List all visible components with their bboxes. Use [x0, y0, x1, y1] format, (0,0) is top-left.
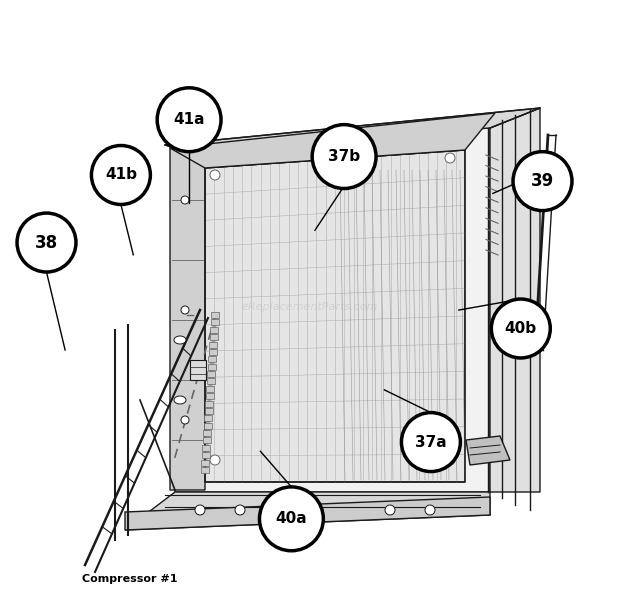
Polygon shape: [490, 108, 540, 492]
Text: 38: 38: [35, 233, 58, 252]
Circle shape: [210, 170, 220, 180]
Text: 39: 39: [531, 172, 554, 190]
Circle shape: [181, 416, 189, 424]
Polygon shape: [125, 497, 490, 530]
Text: 40b: 40b: [505, 321, 537, 336]
Bar: [206, 393, 214, 399]
Bar: [203, 430, 211, 436]
Bar: [201, 467, 209, 473]
Bar: [208, 363, 216, 370]
Text: 41b: 41b: [105, 168, 137, 182]
Circle shape: [235, 505, 245, 515]
Circle shape: [260, 487, 323, 551]
Ellipse shape: [174, 396, 186, 404]
Text: eReplacementParts.com: eReplacementParts.com: [242, 302, 378, 312]
Bar: [203, 438, 211, 443]
Bar: [204, 422, 212, 429]
Bar: [202, 445, 210, 451]
Polygon shape: [466, 436, 510, 465]
Circle shape: [312, 125, 376, 188]
Bar: [205, 400, 213, 406]
Bar: [208, 349, 216, 355]
Bar: [202, 453, 210, 458]
Polygon shape: [165, 108, 540, 148]
Bar: [205, 415, 212, 421]
Bar: [210, 334, 218, 340]
Text: Compressor #1: Compressor #1: [82, 574, 178, 584]
Circle shape: [491, 299, 551, 358]
Bar: [211, 319, 218, 325]
Circle shape: [157, 88, 221, 152]
Bar: [210, 327, 218, 333]
Polygon shape: [125, 492, 490, 530]
Bar: [208, 356, 216, 362]
Circle shape: [195, 505, 205, 515]
Circle shape: [181, 196, 189, 204]
Polygon shape: [175, 128, 490, 492]
Circle shape: [385, 505, 395, 515]
Ellipse shape: [174, 336, 186, 344]
Polygon shape: [205, 150, 465, 482]
Circle shape: [181, 306, 189, 314]
Circle shape: [513, 152, 572, 211]
Bar: [205, 408, 213, 414]
Bar: [206, 386, 215, 392]
Circle shape: [425, 505, 435, 515]
Text: 41a: 41a: [174, 112, 205, 127]
Text: 37a: 37a: [415, 435, 447, 449]
Polygon shape: [170, 113, 495, 168]
Circle shape: [91, 146, 151, 204]
Bar: [207, 371, 215, 377]
Circle shape: [17, 213, 76, 272]
Circle shape: [445, 153, 455, 163]
Circle shape: [401, 413, 461, 472]
Bar: [211, 312, 219, 318]
Bar: [206, 378, 215, 384]
Bar: [209, 341, 217, 348]
Text: 40a: 40a: [275, 511, 308, 526]
Polygon shape: [170, 145, 205, 490]
Circle shape: [445, 455, 455, 465]
Bar: [202, 460, 210, 465]
Circle shape: [210, 455, 220, 465]
Bar: [190, 360, 206, 380]
Text: 37b: 37b: [328, 149, 360, 164]
